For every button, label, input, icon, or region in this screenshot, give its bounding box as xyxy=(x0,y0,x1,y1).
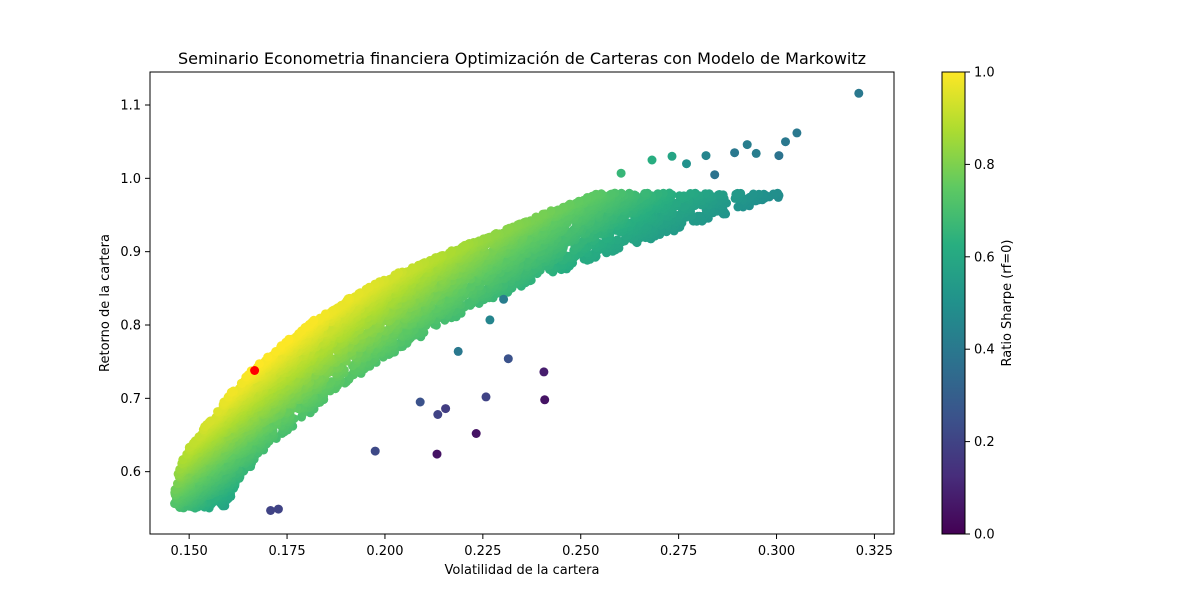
scatter-point xyxy=(263,352,273,362)
scatter-point xyxy=(768,189,778,199)
scatter-point xyxy=(309,315,319,325)
scatter-point xyxy=(538,209,548,219)
chart-title: Seminario Econometria financiera Optimiz… xyxy=(178,49,866,68)
scatter-point xyxy=(733,202,743,212)
scatter-point xyxy=(582,193,592,202)
scatter-point xyxy=(640,189,650,198)
scatter-point xyxy=(675,191,684,201)
scatter-point xyxy=(616,188,626,198)
scatter-point xyxy=(447,246,457,256)
scatter-point xyxy=(213,407,223,417)
scatter-point xyxy=(390,270,400,280)
scatter-point xyxy=(300,323,310,332)
scatter-point xyxy=(731,189,741,199)
scatter-point xyxy=(354,289,364,299)
scatter-point xyxy=(205,416,215,426)
scatter-point xyxy=(748,189,758,199)
scatter-point xyxy=(466,281,476,291)
scatter-points xyxy=(170,88,864,515)
scatter-point xyxy=(502,224,512,234)
scatter-point xyxy=(226,387,236,397)
scatter-point xyxy=(343,294,353,304)
